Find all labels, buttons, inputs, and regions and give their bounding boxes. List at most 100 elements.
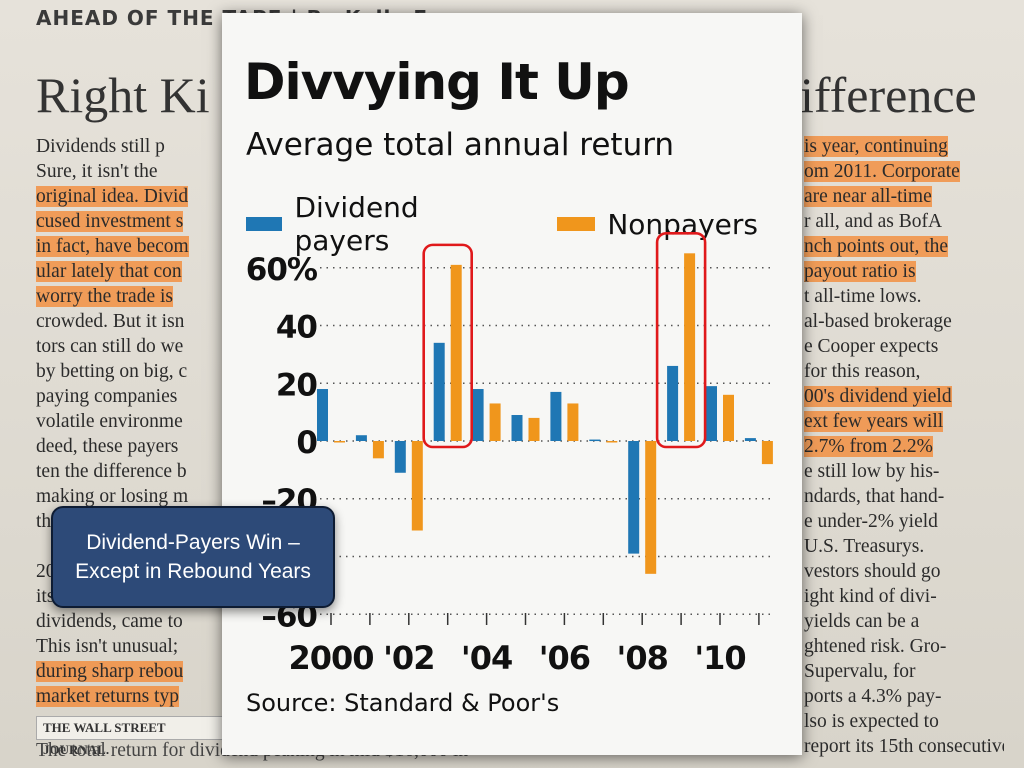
article-line: 20: [36, 561, 56, 582]
bar-dividend-payers-2000: [317, 389, 328, 441]
legend-item-dividend-payers: Dividend payers: [246, 191, 513, 257]
x-tick-label: '08: [617, 639, 668, 677]
article-line: deed, these payers: [36, 436, 179, 457]
article-line: ndards, that hand-: [804, 486, 945, 507]
x-tick-label: '10: [694, 639, 745, 677]
article-line: paying companies: [36, 386, 178, 407]
article-line: This isn't unusual;: [36, 636, 179, 657]
bar-dividend-payers-2006: [550, 391, 562, 441]
callout-line-2: Except in Rebound Years: [75, 560, 311, 583]
chart-legend: Dividend payers Nonpayers: [246, 191, 802, 257]
bar-dividend-payers-2010: [706, 386, 717, 441]
y-tick-label: 60%: [246, 252, 318, 288]
chart-title: Divvying It Up: [244, 53, 630, 111]
article-line: al-based brokerage: [804, 311, 952, 332]
y-tick-label: 20: [276, 367, 318, 403]
article-column-right: is year, continuing om 2011. Corporate are…: [804, 134, 1004, 759]
article-line: ten the difference b: [36, 461, 187, 482]
bar-dividend-payers-2003: [433, 342, 445, 441]
chart-subtitle: Average total annual return: [246, 127, 675, 163]
bar-nonpayers-2008: [645, 441, 657, 574]
headline-left: Right Ki: [36, 67, 210, 123]
article-line: Sure, it isn't the: [36, 161, 158, 182]
chart-card: Divvying It Up Average total annual retu…: [222, 13, 802, 755]
article-line: volatile environme: [36, 411, 183, 432]
bar-dividend-payers-2005: [511, 415, 523, 441]
article-line: worry the trade is: [36, 286, 173, 307]
bar-nonpayers-2001: [372, 441, 384, 459]
article-line: dividends, came to: [36, 611, 183, 632]
article-line: e still low by his-: [804, 461, 940, 482]
article-line: in fact, have becom: [36, 236, 189, 257]
legend-label-nonpayers: Nonpayers: [607, 207, 758, 241]
y-tick-label: 0: [296, 425, 317, 461]
article-line: cused investment s: [36, 211, 184, 232]
x-tick-label: 2000: [288, 639, 373, 677]
article-line: om 2011. Corporate: [804, 161, 960, 182]
article-line: ghtened risk. Gro-: [804, 636, 947, 657]
article-line: yields can be a: [804, 611, 920, 632]
bar-dividend-payers-2004: [472, 389, 484, 441]
y-tick-label: 40: [276, 310, 318, 346]
highlight-box-2003: [422, 243, 473, 449]
article-line: during sharp rebou: [36, 661, 184, 682]
highlight-box-2009: [655, 232, 707, 449]
article-line: market returns typ: [36, 686, 179, 707]
article-line: vestors should go: [804, 561, 941, 582]
article-line: are near all-time: [804, 186, 932, 207]
article-line: payout ratio is: [804, 261, 916, 282]
article-line: original idea. Divid: [36, 186, 189, 207]
legend-swatch-nonpayers: [557, 217, 596, 231]
article-line: lso is expected to: [804, 711, 939, 732]
article-line: 00's dividend yield: [804, 386, 952, 407]
bar-nonpayers-2006: [567, 403, 579, 441]
article-line: ports a 4.3% pay-: [804, 686, 942, 707]
article-line: by betting on big, c: [36, 361, 188, 382]
legend-label-dividend-payers: Dividend payers: [294, 191, 419, 257]
article-line: Dividends still p: [36, 136, 165, 157]
x-tick-label: '06: [539, 639, 590, 677]
wsj-masthead: THE WALL STREET JOURNAL.: [36, 716, 228, 757]
bar-nonpayers-2005: [528, 417, 540, 441]
article-line: nch points out, the: [804, 236, 949, 257]
bar-dividend-payers-2009: [667, 365, 679, 441]
article-line: t all-time lows.: [804, 286, 922, 307]
article-line: tors can still do we: [36, 336, 184, 357]
article-line: report its 15th consecutive: [804, 736, 1004, 757]
article-line: 2.7% from 2.2%: [804, 436, 933, 457]
legend-item-nonpayers: Nonpayers: [557, 208, 758, 241]
bar-dividend-payers-2011: [744, 438, 756, 441]
bar-nonpayers-2000: [334, 441, 345, 443]
article-line: Supervalu, for: [804, 661, 916, 682]
chart-source: Source: Standard & Poor's: [246, 689, 560, 717]
article-line: r all, and as BofA: [804, 211, 943, 232]
article-line: making or losing m: [36, 486, 189, 507]
article-line: ight kind of divi-: [804, 586, 937, 607]
article-line: U.S. Treasurys.: [804, 536, 925, 557]
article-line: e under-2% yield: [804, 511, 938, 532]
x-tick-label: '02: [383, 639, 434, 677]
bar-dividend-payers-2008: [628, 441, 640, 554]
x-tick-label: '04: [461, 639, 512, 677]
bar-nonpayers-2011: [761, 441, 773, 465]
article-line: ular lately that con: [36, 261, 182, 282]
article-line: is year, continuing: [804, 136, 948, 157]
article-line: ext few years will: [804, 411, 944, 432]
callout-line-1: Dividend-Payers Win –: [86, 531, 300, 554]
bar-nonpayers-2010: [723, 394, 734, 441]
article-line: crowded. But it isn: [36, 311, 185, 332]
bar-nonpayers-2007: [606, 441, 618, 443]
article-line: its: [36, 586, 55, 607]
callout-box: Dividend-Payers Win – Except in Rebound …: [51, 506, 335, 608]
bar-dividend-payers-2007: [589, 439, 601, 442]
bar-nonpayers-2002: [411, 441, 423, 531]
article-column-left: Dividends still p Sure, it isn't the origi…: [36, 134, 226, 709]
bar-nonpayers-2009: [684, 253, 696, 441]
legend-swatch-dividend-payers: [246, 217, 283, 231]
article-line: e Cooper expects: [804, 336, 939, 357]
headline-right: ifference: [800, 67, 977, 123]
bar-nonpayers-2004: [489, 403, 501, 441]
article-line: for this reason,: [804, 361, 921, 382]
article-line: th: [36, 511, 52, 532]
